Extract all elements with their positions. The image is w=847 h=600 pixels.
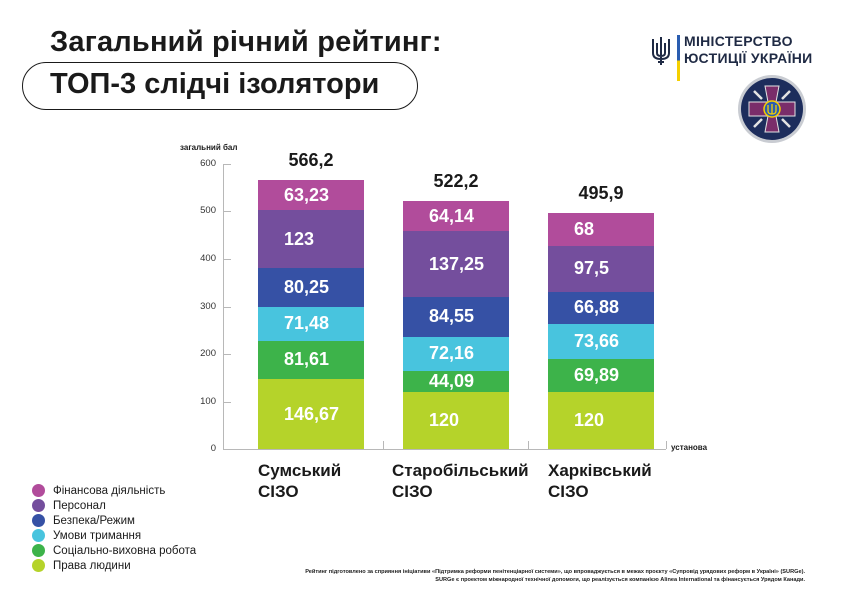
x-axis-line bbox=[223, 449, 666, 450]
bar-segment: 123 bbox=[258, 210, 364, 269]
bar-segment: 97,5 bbox=[548, 245, 654, 293]
y-tick-label: 100 bbox=[200, 396, 216, 407]
segment-value: 120 bbox=[429, 410, 460, 430]
legend-item: Права людини bbox=[32, 558, 196, 573]
bar-total: 566,2 bbox=[288, 150, 334, 171]
bar-segment: 120 bbox=[403, 392, 509, 449]
trident-icon bbox=[652, 37, 670, 65]
legend-item: Фінансова діяльність bbox=[32, 483, 196, 498]
legend-dot-icon bbox=[32, 484, 45, 497]
segment-value: 120 bbox=[574, 410, 605, 430]
segment-value: 44,09 bbox=[429, 371, 475, 392]
segment-value: 68 bbox=[574, 219, 595, 240]
title-line-1: Загальний річний рейтинг: bbox=[50, 26, 442, 58]
bar-segment: 137,25 bbox=[403, 231, 509, 297]
legend-item: Умови тримання bbox=[32, 528, 196, 543]
y-tick-label: 500 bbox=[200, 205, 216, 216]
segment-value: 69,89 bbox=[574, 364, 620, 385]
bar-total: 495,9 bbox=[578, 183, 624, 204]
bar-segment: 68 bbox=[548, 213, 654, 246]
segment-value: 81,61 bbox=[284, 349, 330, 370]
legend-item: Соціально-виховна робота bbox=[32, 543, 196, 558]
legend-dot-icon bbox=[32, 514, 45, 527]
bar-segment: 84,55 bbox=[403, 296, 509, 337]
title-line-2: ТОП-3 слідчі ізолятори bbox=[50, 68, 380, 100]
bar-segment: 120 bbox=[548, 392, 654, 449]
segment-value: 71,48 bbox=[284, 313, 330, 334]
legend-dot-icon bbox=[32, 544, 45, 557]
y-axis-label: загальний бал bbox=[180, 143, 238, 152]
bar-segment: 69,89 bbox=[548, 358, 654, 392]
y-tick-label: 300 bbox=[200, 301, 216, 312]
bar-segment: 81,61 bbox=[258, 340, 364, 380]
y-tick-label: 600 bbox=[200, 158, 216, 169]
segment-value: 137,25 bbox=[429, 253, 485, 274]
legend-dot-icon bbox=[32, 559, 45, 572]
segment-value: 146,67 bbox=[284, 403, 340, 424]
segment-value: 97,5 bbox=[574, 258, 610, 279]
bar-segment: 44,09 bbox=[403, 371, 509, 392]
segment-value: 73,66 bbox=[574, 330, 620, 351]
bar-segment: 146,67 bbox=[258, 379, 364, 449]
segment-value: 84,55 bbox=[429, 306, 475, 327]
y-tick-label: 200 bbox=[200, 348, 216, 359]
bar-segment: 72,16 bbox=[403, 336, 509, 372]
penitentiary-emblem-icon bbox=[738, 75, 806, 143]
legend-item: Персонал bbox=[32, 498, 196, 513]
category-label-sumy: Сумський СІЗО bbox=[258, 461, 342, 501]
bar-total: 522,2 bbox=[433, 170, 479, 191]
bar-segment: 71,48 bbox=[258, 306, 364, 341]
segment-value: 72,16 bbox=[429, 343, 475, 364]
title-pill-outline bbox=[22, 62, 418, 110]
legend: Фінансова діяльність Персонал Безпека/Ре… bbox=[32, 483, 196, 573]
bar-segment: 73,66 bbox=[548, 323, 654, 359]
segment-value: 64,14 bbox=[429, 205, 475, 226]
bar-segment: 63,23 bbox=[258, 180, 364, 211]
ministry-line-2: ЮСТИЦІЇ УКРАЇНИ bbox=[684, 50, 813, 66]
y-tick-label: 400 bbox=[200, 253, 216, 264]
bar-segment: 66,88 bbox=[548, 292, 654, 324]
x-axis-label: установа bbox=[671, 443, 708, 452]
legend-dot-icon bbox=[32, 499, 45, 512]
legend-item: Безпека/Режим bbox=[32, 513, 196, 528]
bar-segment: 80,25 bbox=[258, 268, 364, 307]
footnote: Рейтинг підготовлено за сприяння ініціат… bbox=[305, 569, 805, 583]
category-label-kharkiv: Харківський СІЗО bbox=[548, 461, 652, 501]
segment-value: 80,25 bbox=[284, 277, 330, 298]
ministry-line-1: МІНІСТЕРСТВО bbox=[684, 33, 793, 49]
segment-value: 63,23 bbox=[284, 184, 330, 205]
flag-divider bbox=[677, 35, 680, 81]
segment-value: 123 bbox=[284, 228, 315, 249]
legend-dot-icon bbox=[32, 529, 45, 542]
category-label-starobilsk: Старобільський СІЗО bbox=[392, 461, 529, 501]
bar-segment: 64,14 bbox=[403, 200, 509, 232]
segment-value: 66,88 bbox=[574, 297, 620, 318]
y-tick-label: 0 bbox=[210, 443, 216, 454]
